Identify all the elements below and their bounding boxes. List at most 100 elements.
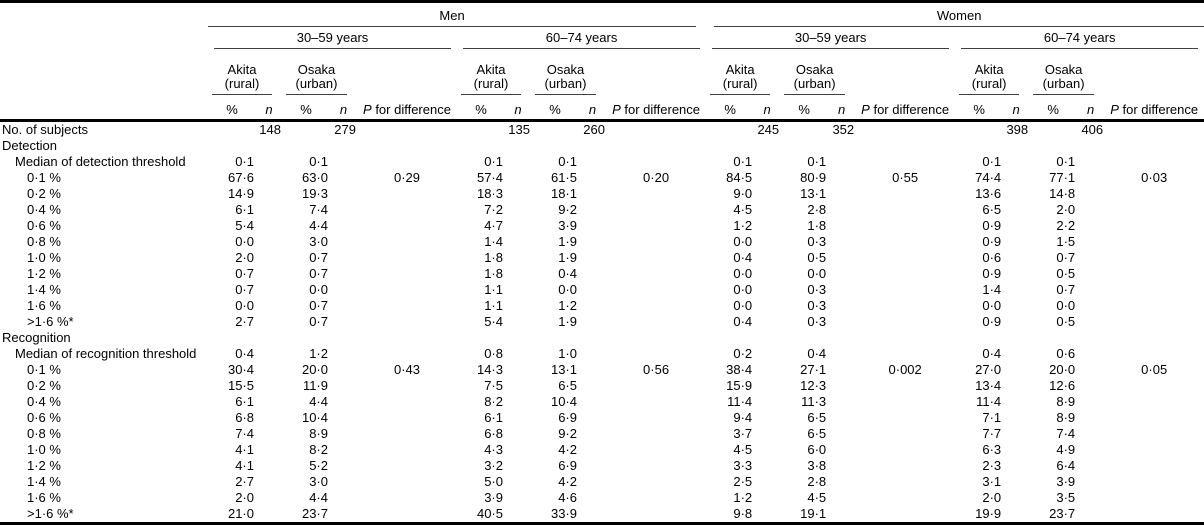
cell xyxy=(606,266,706,282)
cell xyxy=(780,121,828,139)
cell xyxy=(606,346,706,362)
cell xyxy=(754,298,780,314)
cell: 6·1 xyxy=(235,202,254,217)
cell: 4·5 xyxy=(733,202,753,217)
cell xyxy=(330,506,357,524)
table-row: 1·4 % 0·7 0·0 1·1 0·0 0·0 0·3 1·4 0·7 xyxy=(0,282,1204,298)
cell: 0·1 xyxy=(982,154,1002,169)
cell: 27·0 xyxy=(975,362,1002,377)
cell xyxy=(1003,362,1029,378)
cell: 5·4 xyxy=(484,314,503,329)
cell: 4·4 xyxy=(309,394,328,409)
cell: 0·1 xyxy=(484,154,503,169)
cell: 13·1 xyxy=(550,362,577,377)
cell: 0·0 xyxy=(733,298,753,313)
cell xyxy=(855,394,955,410)
cell xyxy=(579,410,606,426)
cell: 0·7 xyxy=(309,314,328,329)
cell: 6·3 xyxy=(982,442,1002,457)
table-row: 0·4 % 6·1 4·4 8·2 10·4 11·4 11·3 11·4 8·9 xyxy=(0,394,1204,410)
cell: 2·0 xyxy=(235,490,254,505)
cell xyxy=(531,121,579,139)
table-row: No. of subjects 148 279 135 260 245 352 398 406 xyxy=(0,121,1204,139)
age-header-women-30-59: 30–59 years xyxy=(706,27,955,49)
cell: 30·4 xyxy=(227,362,254,377)
cell xyxy=(505,410,531,426)
cell: 38·4 xyxy=(726,362,753,377)
n-header: n xyxy=(828,95,856,122)
cell xyxy=(828,250,855,266)
cell xyxy=(606,490,706,506)
cell xyxy=(1003,234,1029,250)
cell xyxy=(357,378,457,394)
cell: 0·9 xyxy=(982,234,1002,249)
cell: 0·5 xyxy=(1056,266,1076,281)
cell: 3·3 xyxy=(733,458,753,473)
cell: 77·1 xyxy=(1049,170,1076,185)
cell: 0·6 xyxy=(982,250,1002,265)
cell xyxy=(256,474,282,490)
cell xyxy=(579,234,606,250)
cell xyxy=(754,442,780,458)
cell xyxy=(1003,346,1029,362)
cell: 4·1 xyxy=(235,442,254,457)
cell: 0·29 xyxy=(393,170,421,185)
cell: 6·5 xyxy=(807,410,827,425)
cell xyxy=(855,330,955,346)
cell xyxy=(1003,490,1029,506)
cell: 9·8 xyxy=(733,506,753,521)
cell xyxy=(1003,330,1029,346)
cell xyxy=(855,121,955,139)
cell xyxy=(1077,298,1104,314)
cell xyxy=(1104,298,1204,314)
cell xyxy=(256,458,282,474)
cell: 18·1 xyxy=(550,186,577,201)
cell: 9·4 xyxy=(733,410,753,425)
cell xyxy=(706,121,754,139)
cell: 279 xyxy=(334,122,356,137)
cell xyxy=(1104,250,1204,266)
cell xyxy=(606,330,706,346)
cell xyxy=(1077,474,1104,490)
cell xyxy=(1003,202,1029,218)
cell: 11·9 xyxy=(302,378,328,393)
site-label: Osaka (urban) xyxy=(1033,63,1095,95)
table-row: 0·4 % 6·1 7·4 7·2 9·2 4·5 2·8 6·5 2·0 xyxy=(0,202,1204,218)
cell xyxy=(828,138,855,154)
spacer-cell xyxy=(0,49,208,95)
cell xyxy=(282,121,330,139)
row-label: 1·0 % xyxy=(27,442,61,457)
cell: 0·4 xyxy=(235,346,254,361)
cell xyxy=(828,218,855,234)
table-row: 0·1 % 30·4 20·0 0·43 14·3 13·1 0·56 38·4 27·1 0·0… xyxy=(0,362,1204,378)
cell xyxy=(330,154,357,170)
spacer-cell xyxy=(606,49,706,95)
cell xyxy=(754,330,780,346)
cell xyxy=(579,154,606,170)
site-header-akita: Akita (rural) xyxy=(706,49,780,95)
cell xyxy=(1003,154,1029,170)
cell xyxy=(828,154,855,170)
cell: 0·0 xyxy=(558,282,577,297)
cell xyxy=(505,314,531,330)
cell xyxy=(1077,234,1104,250)
cell: 2·2 xyxy=(1056,218,1076,233)
cell xyxy=(357,394,457,410)
cell xyxy=(357,330,457,346)
cell xyxy=(955,138,1003,154)
cell: 3·7 xyxy=(733,426,753,441)
cell xyxy=(1003,378,1029,394)
cell: 3·0 xyxy=(309,474,328,489)
cell: 0·7 xyxy=(1056,282,1076,297)
cell xyxy=(855,218,955,234)
cell: 0·03 xyxy=(1141,170,1168,185)
gender-label-men: Men xyxy=(208,9,697,27)
cell xyxy=(256,314,282,330)
cell xyxy=(754,506,780,524)
cell: 0·05 xyxy=(1141,362,1168,377)
cell xyxy=(256,250,282,266)
cell xyxy=(357,218,457,234)
cell xyxy=(1077,202,1104,218)
cell xyxy=(606,218,706,234)
row-label: Recognition xyxy=(2,330,71,345)
